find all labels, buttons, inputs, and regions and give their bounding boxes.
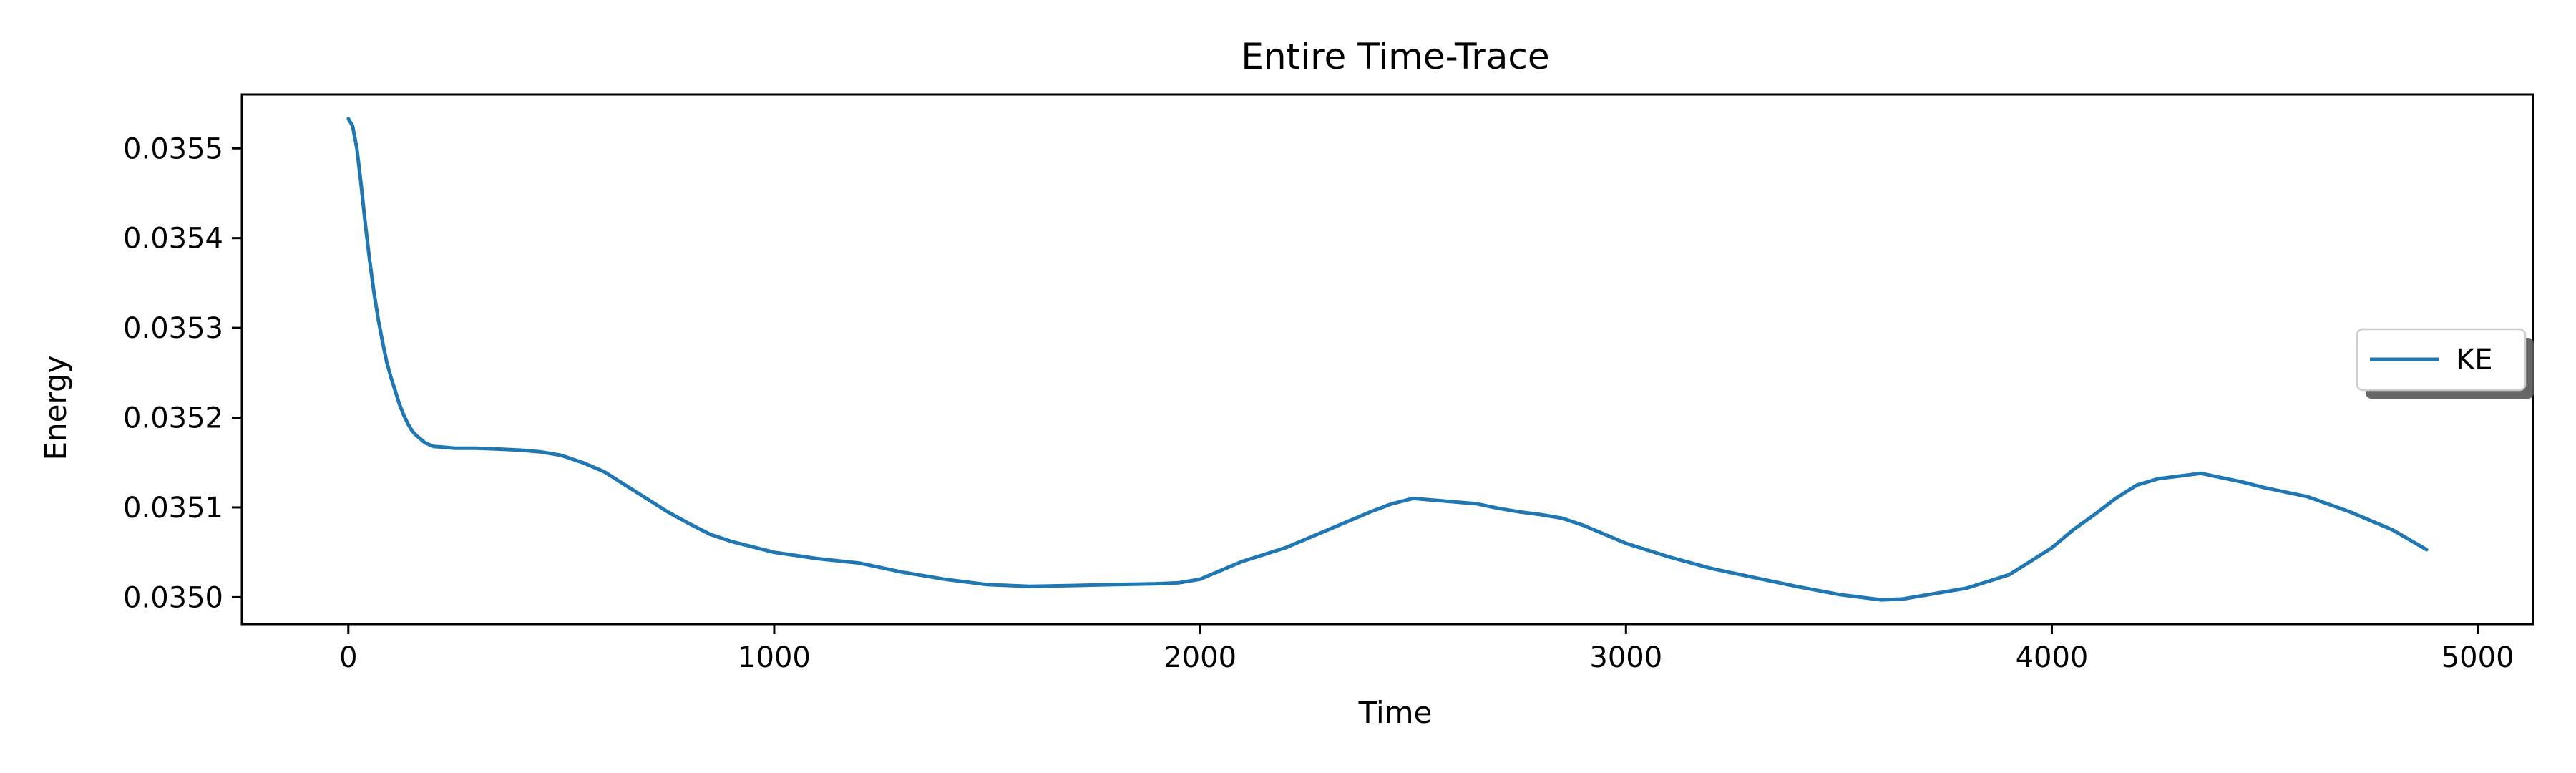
y-tick-label: 0.0354 [123,223,223,256]
series-layer [346,117,2429,602]
y-tick-label: 0.0351 [123,492,223,525]
legend-box [2356,328,2527,392]
x-axis-ticks: 0 1000 2000 3000 4000 5000 [339,624,2514,674]
y-tick-label: 0.0355 [123,132,223,165]
x-tick-label: 5000 [2441,641,2514,674]
x-tick-label: 1000 [738,641,811,674]
x-axis-label: Time [1358,695,1433,730]
x-tick-label: 3000 [1589,641,1662,674]
y-axis-label: Energy [38,355,73,460]
x-tick-label: 2000 [1163,641,1236,674]
y-tick-label: 0.0350 [123,581,223,614]
series-line-ke [346,117,2429,602]
y-tick-label: 0.0352 [123,402,223,435]
legend: KE [2356,328,2534,399]
chart-title: Entire Time-Trace [1241,36,1549,77]
x-tick-label: 0 [339,641,357,674]
y-tick-label: 0.0353 [123,312,223,345]
x-tick-label: 4000 [2016,641,2089,674]
legend-label-ke: KE [2456,344,2493,376]
y-axis-ticks: 0.0350 0.0351 0.0352 0.0353 0.0354 0.0355 [123,132,242,614]
